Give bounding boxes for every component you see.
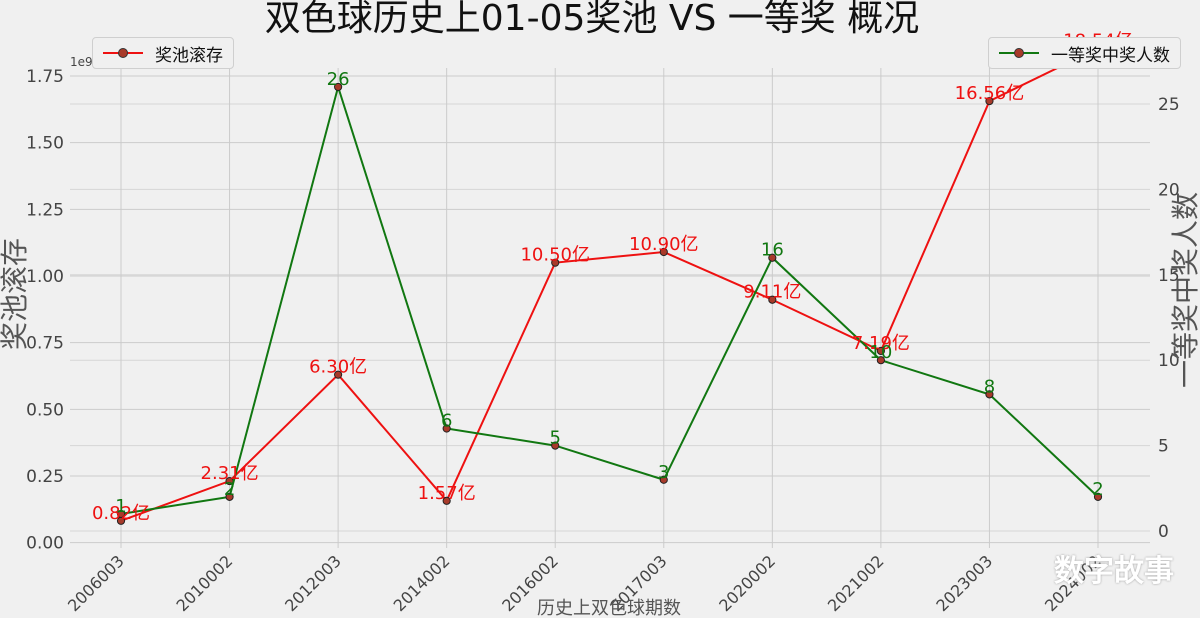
legend-winners-marker <box>1014 48 1024 58</box>
winners-data-label: 1 <box>115 496 126 517</box>
pool-data-label: 6.30亿 <box>309 357 367 378</box>
y-tick-left: 0.25 <box>26 467 64 487</box>
legend-winners: 一等奖中奖人数 <box>988 37 1181 69</box>
y-tick-right: 20 <box>1158 180 1180 200</box>
winners-data-label: 10 <box>869 342 892 363</box>
pool-data-label: 1.57亿 <box>418 483 476 504</box>
pool-line <box>120 47 1099 522</box>
pool-point <box>551 258 560 267</box>
y-axis-scale-label: 1e9 <box>70 55 93 69</box>
y-tick-right: 10 <box>1158 351 1180 371</box>
winners-point <box>1093 492 1103 501</box>
legend-winners-swatch <box>999 48 1039 58</box>
legend-pool-marker <box>118 48 128 58</box>
series-pool <box>116 44 1103 525</box>
winners-point <box>985 390 994 399</box>
y-tick-left: 0.50 <box>26 400 64 420</box>
pool-point <box>985 96 994 106</box>
y-tick-left: 1.00 <box>26 267 64 287</box>
winners-data-label: 16 <box>761 240 784 261</box>
x-tick-label: 2010002 <box>173 551 237 615</box>
winners-data-label: 8 <box>984 376 995 397</box>
x-axis-label: 历史上双色球期数 <box>537 598 681 618</box>
winners-data-label: 6 <box>441 411 452 432</box>
winners-data-label: 26 <box>327 69 350 90</box>
pool-point <box>334 370 343 379</box>
winners-point <box>442 424 451 433</box>
x-tick-label: 2012003 <box>281 551 345 615</box>
winners-data-label: 2 <box>224 479 235 500</box>
y-tick-right: 0 <box>1158 522 1169 542</box>
pool-point <box>768 295 777 304</box>
series-winners <box>116 82 1103 519</box>
winners-point <box>659 475 668 484</box>
y-axis-left-label: 奖池滚存 <box>0 238 31 350</box>
winners-data-label: 2 <box>1092 479 1103 500</box>
winners-point <box>116 509 126 519</box>
legend-winners-label: 一等奖中奖人数 <box>1051 45 1170 66</box>
y-tick-left: 1.25 <box>26 200 64 220</box>
pool-data-label: 7.19亿 <box>852 333 910 354</box>
pool-data-label: 2.31亿 <box>201 463 259 484</box>
x-tick-label: 2020002 <box>715 551 779 615</box>
watermark: 数字故事 <box>1054 554 1174 589</box>
winners-point <box>876 356 885 365</box>
pool-data-label: 16.56亿 <box>955 83 1025 104</box>
legend-pool-label: 奖池滚存 <box>155 45 223 66</box>
winners-data-label: 3 <box>658 462 669 483</box>
winners-line <box>120 83 1099 515</box>
pool-point <box>659 247 668 257</box>
y-tick-left: 0.00 <box>26 534 64 554</box>
x-tick-label: 2023003 <box>932 551 996 615</box>
winners-point <box>768 253 777 262</box>
y-axis-right-label: 一等奖中奖人数 <box>1169 192 1200 388</box>
x-tick-label: 2014002 <box>390 551 454 615</box>
pool-data-label: 9.11亿 <box>743 282 801 303</box>
y-tick-left: 1.75 <box>26 67 64 87</box>
data-labels: 0.82亿 2.31亿 6.30亿 1.57亿 10.50亿 10.90亿 9.11亿 7.1… <box>92 30 1133 524</box>
pool-data-label: 0.82亿 <box>92 503 150 524</box>
pool-point <box>876 346 885 356</box>
winners-data-label: 5 <box>549 428 560 449</box>
winners-point <box>334 82 343 92</box>
y-tick-left: 1.50 <box>26 134 64 154</box>
y-tick-right: 5 <box>1158 437 1169 457</box>
x-tick-label: 2021002 <box>824 551 888 615</box>
y-tick-right: 25 <box>1158 95 1180 115</box>
legend-pool: 奖池滚存 <box>92 37 234 69</box>
y-tick-left: 0.75 <box>26 334 64 354</box>
pool-point <box>442 496 451 505</box>
winners-point <box>225 492 234 501</box>
pool-data-label: 10.90亿 <box>629 234 699 255</box>
x-tick-label: 2006003 <box>64 551 128 615</box>
chart-title: 双色球历史上01-05奖池 VS 一等奖 概况 <box>265 0 919 39</box>
winners-point <box>551 441 560 450</box>
y-tick-right: 15 <box>1158 266 1180 286</box>
pool-data-label: 10.50亿 <box>520 245 590 266</box>
legend-pool-swatch <box>103 48 143 58</box>
